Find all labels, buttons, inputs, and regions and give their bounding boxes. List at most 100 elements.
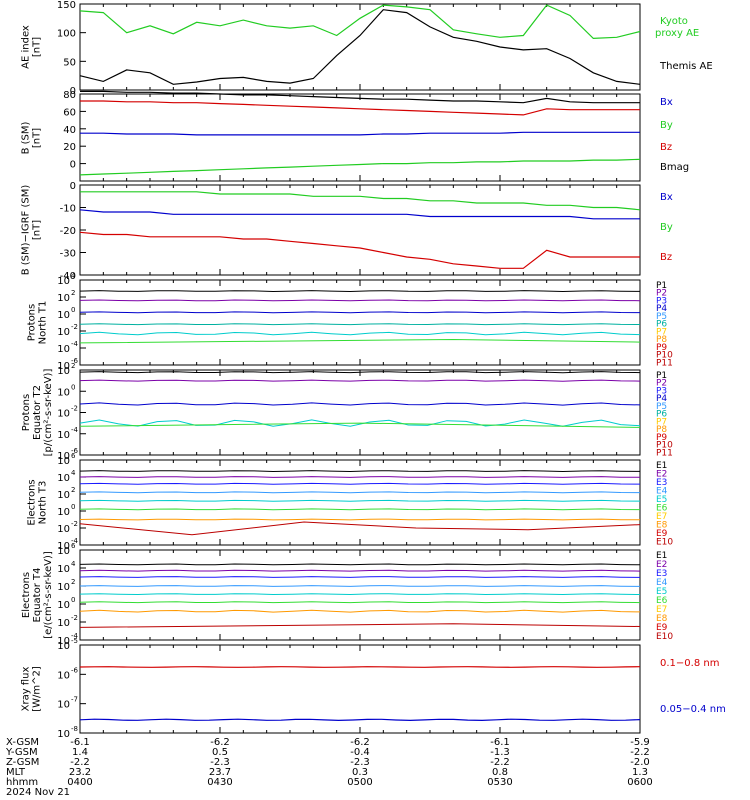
protons-north-series-1 [79,290,641,293]
y-tick-label: 10 [57,636,70,647]
y-tick-label: 10 [57,473,70,484]
electrons-equator-series-2 [79,569,641,572]
footer-value: 0.3 [352,767,368,778]
protons-north-legend-p2: P2 [656,289,667,299]
xray-ylabel: Xray flux [W/m^2] [21,666,43,712]
y-tick-exponent: -6 [71,666,79,674]
protons-equator-legend-p1: P1 [656,371,667,381]
y-tick-label: -10 [60,204,76,215]
protons-north-series-2 [79,299,641,302]
electrons-north-series-6 [79,508,641,511]
electrons-north-ylabel-line: Electrons [27,479,38,525]
protons-north-panel-frame [79,279,641,366]
electrons-equator-legend-e1: E1 [656,551,667,561]
electrons-equator-legend-e9: E9 [656,623,668,633]
bsm-ylabel-line: B (SM) [21,121,32,154]
protons-equator-legend-p4: P4 [656,394,667,404]
electrons-north-legend-e9: E9 [656,529,668,539]
bsm-legend-by: By [660,120,673,131]
footer-label-y-gsm: Y-GSM [5,747,38,758]
protons-north-series-3 [79,311,641,314]
footer-value: 0500 [347,777,372,788]
y-tick-label: 0 [70,86,76,97]
bsm-legend-bz: Bz [660,142,672,153]
footer-value: 1.3 [632,767,648,778]
y-tick-label: 10 [57,327,70,338]
footer-value: 0.5 [212,747,228,758]
bdiff-ylabel: B (SM)−IGRF (SM) [nT] [21,185,43,276]
footer-value: 0400 [67,777,92,788]
protons-equator-legend-p5: P5 [656,402,667,412]
y-tick-label: 10 [57,600,70,611]
bdiff-panel-frame [79,184,641,276]
bsm-series-bz [80,100,640,116]
y-tick-exponent: 0 [71,306,75,314]
y-tick-label: 10 [57,524,70,535]
y-tick-label: 0 [70,181,76,192]
y-tick-label: 80 [63,90,76,101]
bsm-ylabel-line: [nT] [32,128,43,148]
protons-equator-legend-p2: P2 [656,379,667,389]
y-tick-label: 10 [57,293,70,304]
y-tick-exponent: 2 [71,289,75,297]
electrons-equator-legend-e6: E6 [656,596,668,606]
footer-value: -1.3 [490,747,510,758]
y-tick-exponent: 0 [71,383,75,391]
bsm-series-bmag [80,90,640,104]
y-tick-label: 10 [57,456,70,467]
bdiff-ylabel-line: [nT] [32,220,43,240]
xray-series-short [79,718,641,722]
protons-north-legend-p6: P6 [656,320,667,330]
y-tick-exponent: 2 [71,362,75,370]
electrons-equator-legend-e10: E10 [656,632,673,642]
bdiff-series-bx [79,209,640,220]
protons-north-series-6 [79,338,641,344]
electrons-equator-ylabel: Electrons Equator T4 [e/(cm²-s-sr-keV)] [21,551,54,639]
y-tick-label: 10 [57,700,70,711]
protons-north-ylabel-line: Protons [27,304,38,341]
xray-series-long [79,666,641,668]
y-tick-label: 10 [57,430,70,441]
bsm-legend-bx: Bx [660,97,673,108]
y-tick-label: 10 [57,276,70,287]
y-tick-label: 10 [57,361,70,372]
ae-ylabel-line: AE index [21,25,32,69]
y-tick-exponent: 0 [71,596,75,604]
bsm-series-bx [80,131,640,136]
electrons-north-series-8 [79,521,641,536]
y-tick-exponent: -5 [71,637,78,645]
protons-north-legend-p8: P8 [656,335,667,345]
y-tick-exponent: 2 [71,578,75,586]
electrons-equator-series-4 [79,585,641,587]
protons-north-legend-p7: P7 [656,327,667,337]
footer-value: 23.7 [209,767,231,778]
footer-label-z-gsm: Z-GSM [6,757,39,768]
protons-equator-series-2 [79,379,641,382]
electrons-equator-legend-e8: E8 [656,614,668,624]
y-tick-exponent: -2 [71,323,78,331]
y-tick-label: 10 [57,387,70,398]
footer-value: -2.0 [630,757,650,768]
y-tick-label: 60 [63,107,76,118]
footer-value: -0.4 [350,747,370,758]
y-tick-label: 100 [57,29,76,40]
y-tick-exponent: -4 [71,632,79,640]
y-tick-label: 20 [63,142,76,153]
electrons-equator-legend-e7: E7 [656,605,667,615]
footer-value: 1.4 [72,747,88,758]
ae-series-themis-ae [79,9,641,85]
y-tick-exponent: 4 [71,560,76,568]
protons-equator-legend-p10: P10 [656,441,673,451]
y-tick-label: 10 [57,641,70,652]
electrons-north-series-2 [79,476,641,478]
footer-value: 0530 [487,777,512,788]
xray-ylabel-line: [W/m^2] [32,666,43,712]
y-tick-label: 10 [57,451,70,462]
y-tick-label: 10 [57,541,70,552]
footer-value: 0430 [207,777,232,788]
electrons-equator-series-5 [79,593,641,596]
footer-value: 0600 [627,777,652,788]
y-tick-exponent: 4 [71,272,76,280]
y-tick-label: 10 [57,409,70,420]
y-tick-label: 0 [70,160,76,171]
